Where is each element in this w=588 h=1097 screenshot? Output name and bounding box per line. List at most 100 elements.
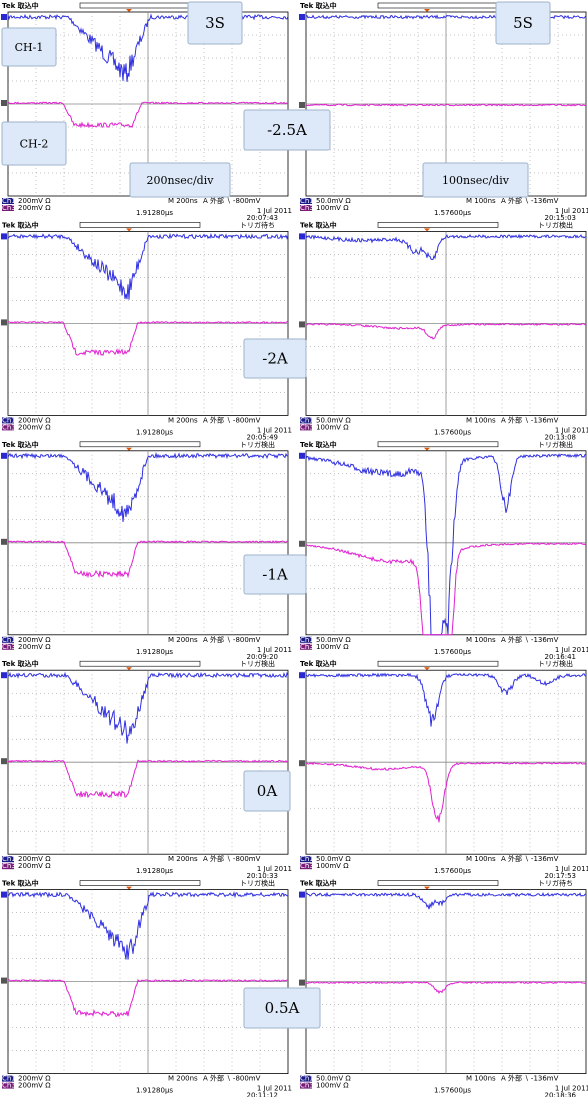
annotation-text: 3S — [205, 14, 225, 32]
record-bar — [378, 661, 498, 666]
scope-header: Tek 取込中 — [300, 440, 337, 449]
timebase: M 200ns — [168, 197, 198, 205]
ch3-marker — [299, 760, 305, 766]
record-bar — [80, 3, 200, 8]
scope-panel: Tek 取込中トリガ待ちCh1200mV ΩCh3200mV ΩM 200nsA… — [1, 220, 292, 441]
ch3-label: Ch3 — [300, 643, 314, 651]
ch1-marker — [299, 14, 305, 20]
ch1-marker — [1, 233, 7, 239]
ch3-marker — [299, 980, 305, 986]
annotation-text: CH-1 — [15, 41, 44, 54]
ch1-marker — [299, 892, 305, 898]
timebase: M 100ns — [466, 855, 496, 863]
trigger-position: 1.57600μs — [434, 867, 471, 875]
trigger-status: トリガ検出 — [538, 659, 573, 668]
annotation-box: 0A — [244, 771, 290, 811]
trigger-position: 1.91280μs — [136, 867, 173, 875]
ch3-label: Ch3 — [2, 643, 16, 651]
trigger-setting: A 外部 ∖ -800mV — [203, 415, 261, 424]
ch3-marker — [1, 100, 7, 106]
ch1-marker — [1, 14, 7, 20]
ch3-scale: 200mV Ω — [18, 862, 51, 870]
annotation-text: 0A — [257, 782, 278, 800]
ch1-marker — [299, 233, 305, 239]
ch3-label: Ch3 — [2, 862, 16, 870]
timebase: M 200ns — [168, 855, 198, 863]
timebase: M 200ns — [168, 636, 198, 644]
record-bar — [378, 222, 498, 227]
timebase: M 100ns — [466, 1075, 496, 1083]
trigger-position: 1.91280μs — [136, 1087, 173, 1095]
trigger-marker — [126, 667, 132, 670]
annotation-text: 100nsec/div — [442, 174, 510, 187]
record-bar — [80, 222, 200, 227]
trigger-status: トリガ検出 — [240, 659, 275, 668]
ch3-label: Ch3 — [300, 204, 314, 212]
trigger-position: 1.91280μs — [136, 209, 173, 217]
scope-header: Tek 取込中 — [2, 659, 39, 668]
ch3-label: Ch3 — [300, 423, 314, 431]
scope-header: Tek 取込中 — [300, 879, 337, 888]
ch1-marker — [299, 453, 305, 459]
annotation-box: -1A — [244, 555, 306, 594]
ch1-marker — [1, 892, 7, 898]
scope-header: Tek 取込中 — [2, 440, 39, 449]
trigger-status: トリガ待ち — [538, 879, 573, 888]
trigger-setting: A 外部 ∖ -136mV — [501, 415, 559, 424]
ch3-label: Ch3 — [2, 204, 16, 212]
trigger-setting: A 外部 ∖ -800mV — [203, 1074, 261, 1083]
trigger-position: 1.91280μs — [136, 428, 173, 436]
scope-panel: Tek 取込中トリガ待ちCh150.0mV ΩCh3100mV ΩM 100ns… — [299, 879, 588, 1097]
scope-panel: Tek 取込中トリガ検出Ch1200mV ΩCh3200mV ΩM 200nsA… — [1, 659, 292, 880]
ch3-marker — [299, 541, 305, 547]
trigger-status: トリガ待ち — [240, 220, 275, 229]
ch3-label: Ch3 — [2, 423, 16, 431]
timebase: M 100ns — [466, 416, 496, 424]
trigger-setting: A 外部 ∖ -136mV — [501, 1074, 559, 1083]
annotation-box: CH-2 — [2, 122, 66, 165]
ch3-scale: 100mV Ω — [316, 423, 349, 431]
trigger-marker — [424, 667, 430, 670]
record-bar — [80, 881, 200, 886]
scope-panel: Tek 取込中トリガ検出Ch150.0mV ΩCh3100mV ΩM 100ns… — [299, 220, 588, 441]
ch3-label: Ch3 — [300, 1082, 314, 1090]
scope-header: Tek 取込中 — [300, 1, 337, 10]
annotation-box: 5S — [496, 2, 550, 44]
ch1-marker — [1, 672, 7, 678]
annotation-text: 200nsec/div — [147, 174, 215, 187]
timebase: M 200ns — [168, 416, 198, 424]
trigger-marker — [126, 887, 132, 890]
annotation-text: -2.5A — [267, 121, 307, 139]
trigger-status: トリガ検出 — [538, 440, 573, 449]
time: 20:11:12 — [247, 1092, 278, 1097]
trigger-position: 1.57600μs — [434, 209, 471, 217]
trigger-setting: A 外部 ∖ -136mV — [501, 854, 559, 863]
annotation-box: -2.5A — [244, 110, 330, 150]
screenshot: Tek 取込中Ch1200mV ΩCh3200mV ΩM 200nsA 外部 ∖… — [0, 0, 588, 1097]
ch3-marker — [1, 319, 7, 325]
annotation-text: 5S — [513, 14, 533, 32]
trigger-status: トリガ検出 — [240, 440, 275, 449]
trigger-marker — [424, 448, 430, 451]
annotation-box: 200nsec/div — [130, 163, 230, 197]
trigger-setting: A 外部 ∖ -800mV — [203, 635, 261, 644]
trigger-position: 1.57600μs — [434, 1087, 471, 1095]
timebase: M 200ns — [168, 1075, 198, 1083]
trigger-position: 1.57600μs — [434, 648, 471, 656]
ch3-scale: 200mV Ω — [18, 1082, 51, 1090]
scope-header: Tek 取込中 — [300, 220, 337, 229]
trigger-status: トリガ検出 — [538, 220, 573, 229]
trigger-status: トリガ検出 — [240, 879, 275, 888]
ch3-scale: 100mV Ω — [316, 643, 349, 651]
trigger-marker — [424, 228, 430, 231]
annotation-box: CH-1 — [2, 28, 56, 66]
trigger-marker — [126, 448, 132, 451]
ch3-marker — [299, 102, 305, 108]
ch3-marker — [1, 978, 7, 984]
record-bar — [80, 442, 200, 447]
ch3-marker — [1, 758, 7, 764]
ch3-scale: 100mV Ω — [316, 1082, 349, 1090]
annotation-text: -1A — [262, 566, 288, 584]
annotation-text: CH-2 — [20, 138, 49, 151]
